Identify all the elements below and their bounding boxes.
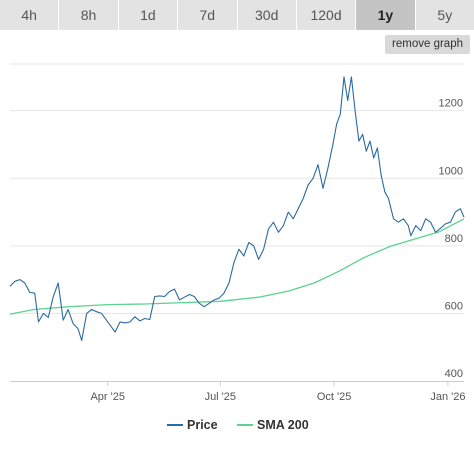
- x-tick-label-3: Jan '26: [430, 391, 465, 403]
- time-range-tabs: 4h 8h 1d 7d 30d 120d 1y 5y: [0, 0, 474, 30]
- tab-120d[interactable]: 120d: [296, 0, 357, 30]
- legend-item-price[interactable]: Price: [187, 418, 218, 432]
- y-tick-label-1000: 1000: [439, 165, 463, 177]
- tab-1d[interactable]: 1d: [118, 0, 179, 30]
- x-tick-label-2: Oct '25: [317, 391, 352, 403]
- legend-item-sma-200[interactable]: SMA 200: [257, 418, 309, 432]
- legend[interactable]: Price SMA 200: [167, 418, 309, 432]
- tab-1y[interactable]: 1y: [356, 0, 416, 30]
- grid-lines: [10, 63, 464, 314]
- series-lines: [9, 76, 465, 342]
- series-line-price: [9, 76, 465, 342]
- y-tick-label-400: 400: [445, 368, 463, 380]
- tab-5y[interactable]: 5y: [415, 0, 474, 30]
- y-axis-labels: 400 600 800 1000 1200: [439, 98, 463, 380]
- series-line-sma-200: [9, 218, 465, 315]
- x-axis-labels: Apr '25 Jul '25 Oct '25 Jan '26: [90, 381, 465, 403]
- tab-7d[interactable]: 7d: [178, 0, 238, 30]
- x-tick-label-0: Apr '25: [90, 391, 125, 403]
- y-tick-label-600: 600: [445, 300, 463, 312]
- x-tick-label-1: Jul '25: [205, 391, 236, 403]
- tab-4h[interactable]: 4h: [0, 0, 60, 30]
- tab-8h[interactable]: 8h: [59, 0, 119, 30]
- remove-graph-button[interactable]: remove graph: [385, 35, 470, 54]
- y-tick-label-800: 800: [445, 233, 463, 245]
- tab-30d[interactable]: 30d: [237, 0, 297, 30]
- y-tick-label-1200: 1200: [439, 98, 463, 110]
